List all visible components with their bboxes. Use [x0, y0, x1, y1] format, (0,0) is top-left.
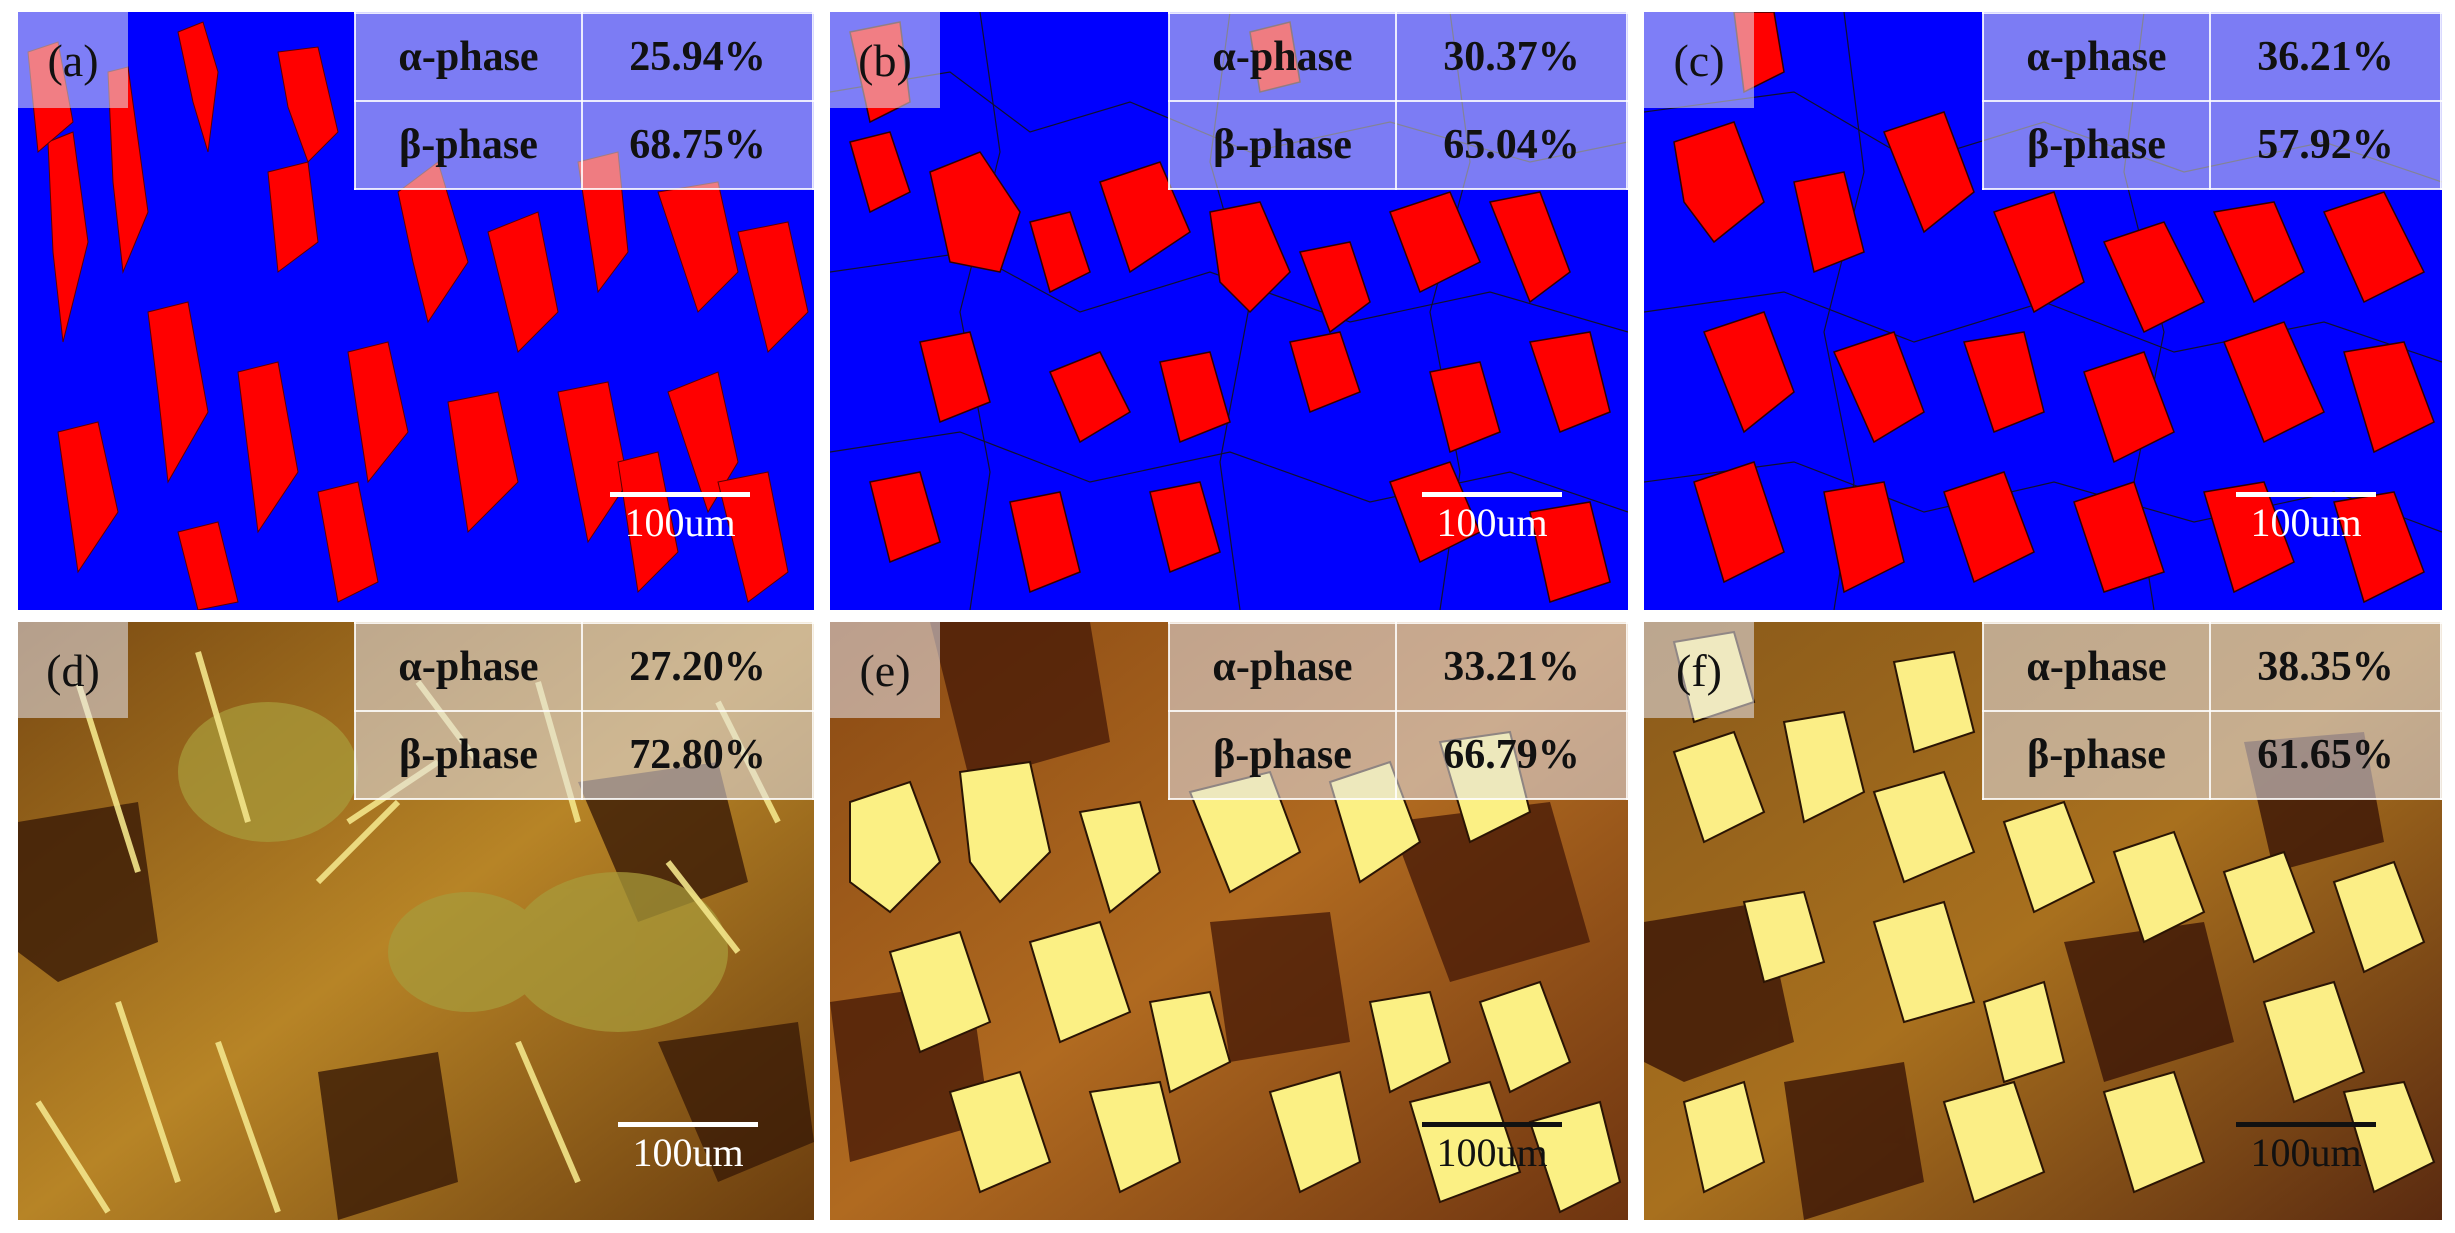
scale-bar: 100um — [610, 492, 750, 546]
scale-bar: 100um — [2236, 492, 2376, 546]
beta-phase-label: β-phase — [354, 710, 583, 800]
scale-bar: 100um — [1422, 492, 1562, 546]
scale-bar-line — [618, 1122, 758, 1127]
panel-f: (f) α-phase 38.35% β-phase 61.65% 100um — [1644, 622, 2442, 1220]
beta-phase-value: 57.92% — [2209, 100, 2442, 190]
alpha-phase-value: 27.20% — [581, 622, 814, 712]
alpha-phase-label: α-phase — [1982, 622, 2211, 712]
panel-label: (f) — [1644, 622, 1754, 718]
alpha-phase-label: α-phase — [1168, 12, 1397, 102]
alpha-phase-label: α-phase — [354, 12, 583, 102]
scale-bar-line — [2236, 492, 2376, 497]
panel-label: (e) — [830, 622, 940, 718]
scale-bar-line — [1422, 492, 1562, 497]
panel-c: (c) α-phase 36.21% β-phase 57.92% 100um — [1644, 12, 2442, 610]
scale-bar: 100um — [618, 1122, 758, 1176]
scale-bar-label: 100um — [1436, 1130, 1548, 1175]
phase-fraction-table: α-phase 25.94% β-phase 68.75% — [354, 12, 814, 190]
beta-phase-label: β-phase — [1982, 710, 2211, 800]
scale-bar-line — [610, 492, 750, 497]
alpha-phase-value: 36.21% — [2209, 12, 2442, 102]
alpha-phase-label: α-phase — [354, 622, 583, 712]
scale-bar-label: 100um — [2250, 1130, 2362, 1175]
beta-phase-value: 72.80% — [581, 710, 814, 800]
panel-a: (a) α-phase 25.94% β-phase 68.75% 100um — [18, 12, 814, 610]
panel-label: (c) — [1644, 12, 1754, 108]
scale-bar: 100um — [1422, 1122, 1562, 1176]
scale-bar-label: 100um — [2250, 500, 2362, 545]
phase-fraction-table: α-phase 38.35% β-phase 61.65% — [1982, 622, 2442, 800]
beta-phase-value: 61.65% — [2209, 710, 2442, 800]
scale-bar-line — [2236, 1122, 2376, 1127]
beta-phase-label: β-phase — [1168, 710, 1397, 800]
panel-e: (e) α-phase 33.21% β-phase 66.79% 100um — [830, 622, 1628, 1220]
phase-fraction-table: α-phase 36.21% β-phase 57.92% — [1982, 12, 2442, 190]
panel-label: (a) — [18, 12, 128, 108]
beta-phase-label: β-phase — [1982, 100, 2211, 190]
beta-phase-value: 68.75% — [581, 100, 814, 190]
alpha-phase-value: 30.37% — [1395, 12, 1628, 102]
phase-fraction-table: α-phase 30.37% β-phase 65.04% — [1168, 12, 1628, 190]
alpha-phase-label: α-phase — [1982, 12, 2211, 102]
scale-bar-line — [1422, 1122, 1562, 1127]
phase-fraction-table: α-phase 27.20% β-phase 72.80% — [354, 622, 814, 800]
beta-phase-label: β-phase — [354, 100, 583, 190]
alpha-phase-value: 33.21% — [1395, 622, 1628, 712]
panel-b: (b) α-phase 30.37% β-phase 65.04% 100um — [830, 12, 1628, 610]
panel-label: (d) — [18, 622, 128, 718]
phase-fraction-table: α-phase 33.21% β-phase 66.79% — [1168, 622, 1628, 800]
panel-d: (d) α-phase 27.20% β-phase 72.80% 100um — [18, 622, 814, 1220]
scale-bar-label: 100um — [624, 500, 736, 545]
beta-phase-value: 65.04% — [1395, 100, 1628, 190]
scale-bar-label: 100um — [632, 1130, 744, 1175]
panel-label: (b) — [830, 12, 940, 108]
scale-bar-label: 100um — [1436, 500, 1548, 545]
scale-bar: 100um — [2236, 1122, 2376, 1176]
alpha-phase-value: 38.35% — [2209, 622, 2442, 712]
beta-phase-label: β-phase — [1168, 100, 1397, 190]
alpha-phase-label: α-phase — [1168, 622, 1397, 712]
alpha-phase-value: 25.94% — [581, 12, 814, 102]
beta-phase-value: 66.79% — [1395, 710, 1628, 800]
